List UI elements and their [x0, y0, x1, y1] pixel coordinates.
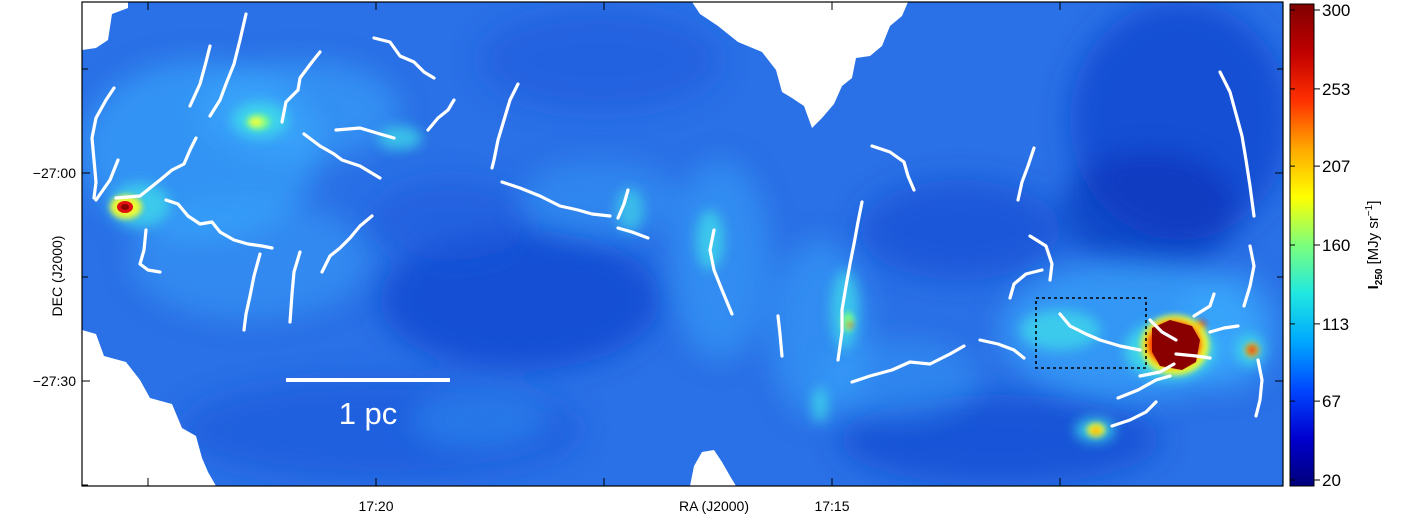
x-major-ticks [147, 2, 1061, 486]
colorbar-label: I250 [MJy sr−1] [1364, 201, 1385, 290]
x-tick-label-17-20: 17:20 [358, 498, 393, 514]
colorbar-tick-label-67: 67 [1322, 392, 1341, 411]
colorbar-label-unit-sup: −1 [1364, 204, 1375, 216]
y-tick-label-27-00: −27:00 [33, 165, 76, 181]
scale-bar-label: 1 pc [339, 396, 398, 431]
colorbar-label-main: I [1365, 285, 1382, 289]
colorbar-tick-label-207: 207 [1322, 157, 1350, 176]
colorbar-label-unit-open: [MJy sr [1365, 216, 1382, 264]
colorbar-tick-label-113: 113 [1322, 315, 1349, 334]
plot-axes: 17:20 17:15 RA (J2000) −27:00 −27:30 DEC… [33, 1, 1284, 514]
y-major-ticks [82, 68, 1283, 486]
colorbar: 20 67 113 160 207 253 300 I250 [MJy sr−1] [1289, 1, 1385, 490]
colorbar-tick-label-253: 253 [1322, 80, 1350, 99]
colorbar-label-sub: 250 [1374, 268, 1385, 285]
filament-tracings [90, 12, 1264, 428]
intensity-map: 1 pc [82, 2, 1283, 486]
y-axis-label: DEC (J2000) [49, 236, 65, 317]
colorbar-tick-label-160: 160 [1322, 236, 1350, 255]
masked-regions [82, 2, 908, 486]
x-tick-label-17-15: 17:15 [814, 498, 849, 514]
colorbar-label-unit-close: ] [1365, 201, 1382, 205]
x-axis-label: RA (J2000) [679, 498, 749, 514]
plot-frame [81, 1, 1284, 487]
colorbar-tick-label-300: 300 [1322, 1, 1350, 20]
y-tick-label-27-30: −27:30 [33, 373, 76, 389]
colorbar-tick-label-20: 20 [1322, 471, 1341, 490]
colorbar-ticks: 20 67 113 160 207 253 300 [1290, 1, 1350, 490]
zoom-region-box [1035, 297, 1147, 369]
